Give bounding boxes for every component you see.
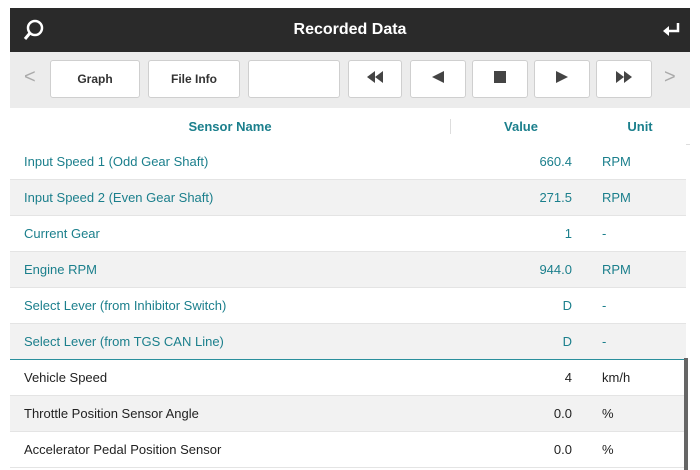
search-icon[interactable] [22,18,48,44]
scroll-left[interactable]: < [24,66,36,88]
toolbar: < Graph File Info > [10,52,690,108]
sensor-name: Engine RPM [24,262,97,277]
table-row[interactable]: Select Lever (from TGS CAN Line) D - [10,324,686,360]
table-row[interactable]: Input Speed 1 (Odd Gear Shaft) 660.4 RPM [10,144,686,180]
sensor-unit: RPM [602,262,631,277]
table-row[interactable]: Vehicle Speed 4 km/h [10,360,686,396]
sensor-value: 271.5 [539,190,572,205]
sensor-name: Select Lever (from TGS CAN Line) [24,334,224,349]
table-row[interactable]: Throttle Position Sensor Angle 0.0% [10,396,686,432]
sensor-name: Accelerator Pedal Position Sensor [24,442,222,457]
sensor-name: Input Speed 1 (Odd Gear Shaft) [24,154,209,169]
empty-button[interactable] [248,60,340,98]
file-info-button[interactable]: File Info [148,60,240,98]
sensor-value: 4 [564,370,572,385]
sensor-unit: - [602,334,607,349]
sensor-unit: RPM [602,154,631,169]
fast-forward-button[interactable] [596,60,652,98]
sensor-value: D [562,334,572,349]
prev-button[interactable] [410,60,466,98]
sensor-value: 0.0 [553,442,572,457]
sensor-value: 1 [564,226,572,241]
stop-button[interactable] [472,60,528,98]
sensor-unit: RPM [602,190,631,205]
sensor-name: Throttle Position Sensor Angle [24,406,199,421]
header-title: Recorded Data [293,21,407,38]
column-header[interactable]: Unit [627,119,653,134]
table-row[interactable]: Input Speed 2 (Even Gear Shaft) 271.5 RPM [10,180,686,216]
sensor-unit: % [602,406,614,421]
sensor-unit: % [602,442,614,457]
column-header[interactable]: Sensor Name [188,119,272,134]
sensor-name: Current Gear [24,226,100,241]
sensor-value: 0.0 [553,406,572,421]
table-row[interactable]: Accelerator Pedal Position Sensor 0.0% [10,432,686,468]
sensor-unit: km/h [602,370,631,385]
table-row[interactable]: Current Gear 1 - [10,216,686,252]
graph-button[interactable]: Graph [50,60,140,98]
sensor-value: D [562,298,572,313]
sensor-name: Select Lever (from Inhibitor Switch) [24,298,227,313]
rewind-button[interactable] [348,60,402,98]
scrollbar[interactable] [684,358,688,470]
table-row[interactable]: Select Lever (from Inhibitor Switch) D - [10,288,686,324]
back-icon[interactable] [660,20,682,40]
sensor-value: 944.0 [539,262,572,277]
sensor-unit: - [602,298,607,313]
sensor-unit: - [602,226,607,241]
table-header: Sensor Name Value Unit [10,108,690,145]
sensor-value: 660.4 [539,154,572,169]
play-button[interactable] [534,60,590,98]
header-bar: Recorded Data [10,8,690,52]
sensor-name: Vehicle Speed [24,370,108,385]
column-header[interactable]: Value [450,119,591,134]
sensor-name: Input Speed 2 (Even Gear Shaft) [24,190,214,205]
scroll-right[interactable]: > [664,66,676,88]
table-row[interactable]: Engine RPM 944.0 RPM [10,252,686,288]
